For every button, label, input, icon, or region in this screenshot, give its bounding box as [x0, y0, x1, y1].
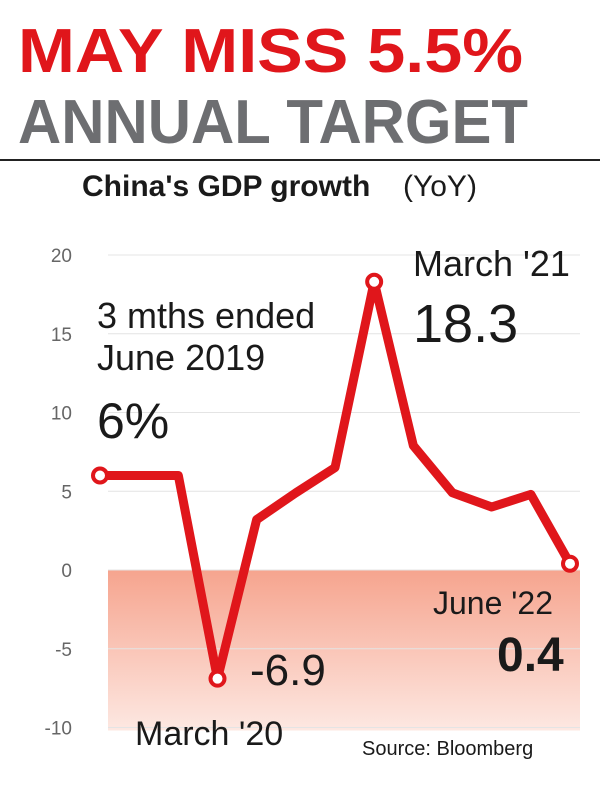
y-tick-label: 20	[51, 246, 72, 267]
y-tick-label: -5	[55, 640, 72, 661]
y-tick-label: 15	[51, 325, 72, 346]
point-label: March '20	[135, 715, 284, 753]
title-line-1: MAY MISS 5.5%	[18, 17, 523, 86]
title-line-2: ANNUAL TARGET	[18, 88, 528, 157]
plot: -10 -5 0 5 10 15 20	[45, 246, 580, 740]
highlight-point	[561, 554, 579, 573]
point-label: March '21	[413, 243, 570, 284]
negative-zone	[108, 570, 580, 731]
subtitle-unit: (YoY)	[403, 170, 477, 203]
data-label: 6%	[97, 393, 170, 449]
y-tick-label: -10	[45, 719, 72, 740]
source: Source: Bloomberg	[362, 738, 534, 760]
subtitle: China's GDP growth	[82, 170, 370, 203]
data-label: 0.4	[497, 629, 564, 682]
data-line	[95, 277, 575, 684]
highlight-point	[91, 466, 109, 485]
y-tick-label: 5	[61, 482, 72, 503]
highlight-point	[208, 669, 227, 688]
data-label: 18.3	[413, 294, 519, 354]
y-tick-label: 0	[61, 561, 72, 582]
point-label: June '22	[433, 585, 553, 621]
highlight-point	[365, 272, 384, 291]
data-label: -6.9	[250, 646, 326, 695]
y-tick-label: 10	[51, 404, 72, 425]
point-label: 3 mths ended June 2019	[97, 295, 316, 379]
